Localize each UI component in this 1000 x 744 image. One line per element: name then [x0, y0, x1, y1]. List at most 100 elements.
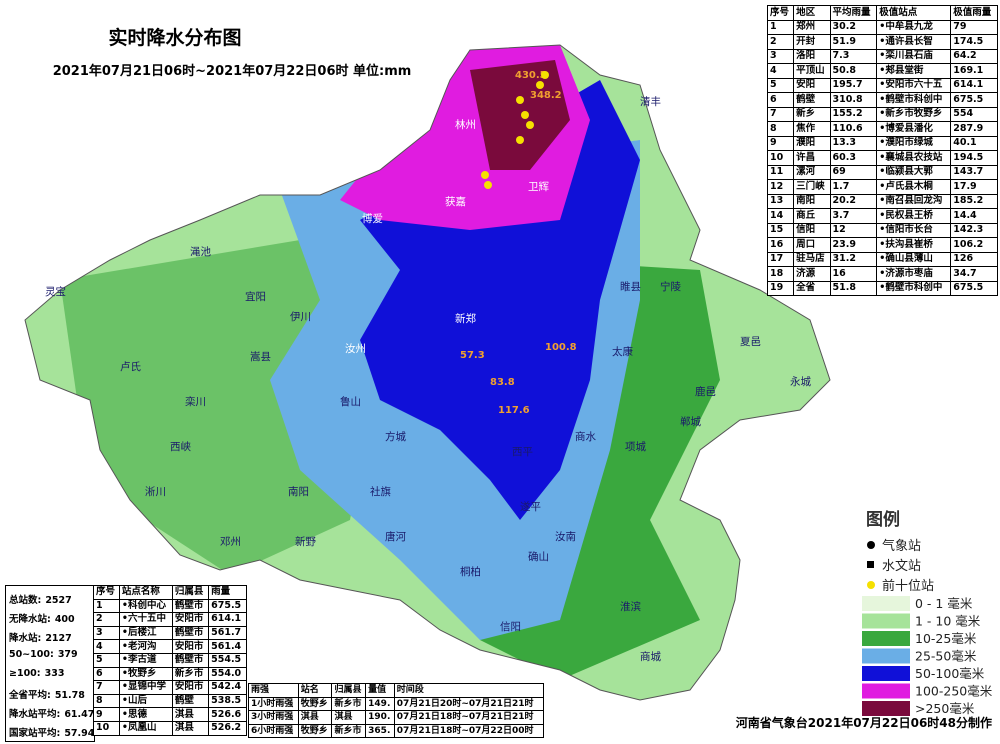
- cell: 190.: [365, 710, 395, 725]
- cell: •博爱县潘化: [876, 121, 952, 137]
- header-row: 雨强 站名 归属县 量值 时间段: [248, 683, 545, 698]
- cell: 07月21日18时~07月22日00时: [393, 723, 545, 739]
- legend-symbol: [867, 561, 874, 568]
- cell: •中牟县九龙: [876, 19, 952, 35]
- legend-label: 气象站: [882, 538, 921, 554]
- stat-label: 总站数:: [9, 595, 42, 606]
- cell: 675.5: [950, 280, 998, 296]
- stat-value: 2527: [45, 595, 72, 606]
- place-name: 社旗: [370, 485, 391, 498]
- cell: 5: [93, 652, 120, 668]
- cell: •鹤壁市科创中: [876, 280, 952, 296]
- stat-row: 无降水站: 400: [9, 611, 75, 625]
- cell: 开封: [793, 34, 831, 50]
- stat-value: 333: [44, 668, 65, 679]
- cell: 6: [93, 666, 120, 682]
- rain-value: 83.8: [490, 377, 515, 388]
- cell: 1小时雨强: [248, 696, 299, 712]
- zone-10-25: [60, 240, 380, 575]
- cell: 4: [93, 639, 120, 654]
- place-name: 渑池: [190, 245, 211, 258]
- zone-over-250: [470, 60, 570, 170]
- cell: 542.4: [208, 680, 247, 695]
- header-cell: 极值雨量: [950, 5, 998, 21]
- cell: •凤凰山: [118, 720, 173, 736]
- cell: 焦作: [793, 121, 831, 137]
- rain-value: 430.5: [515, 70, 547, 81]
- cell: 169.1: [950, 63, 998, 79]
- cell: 10: [93, 720, 120, 736]
- cell: 全省: [793, 280, 831, 296]
- top-station: [516, 136, 524, 144]
- row: 8 •山后 鹤壁 538.5: [93, 693, 247, 709]
- legend-label: 25-50毫米: [915, 649, 977, 664]
- row: 18 济源 16 •济源市枣庙 34.7: [766, 266, 998, 282]
- row: 5 •李古道 鹤壁市 554.5: [93, 652, 247, 668]
- legend-swatch: [862, 596, 910, 611]
- cell: 17: [766, 251, 795, 267]
- top-table: 序号 站点名称 归属县 雨量 1 •科创中心 鹤壁市 675.5 2 •六十五中 安阳市 614.1 3…: [93, 585, 247, 736]
- place-name: 商水: [575, 430, 596, 443]
- cell: 3: [766, 48, 795, 64]
- region-table: 序号 地区 平均雨量 极值站点 极值雨量 1 郑州 30.2 •中牟县九龙 79 2 开封 51.9 •通…: [766, 5, 998, 296]
- legend-label: 1 - 10 毫米: [915, 614, 981, 629]
- top-station: [541, 71, 549, 79]
- rain-value: 348.2: [530, 90, 562, 101]
- cell: •思德: [118, 707, 173, 722]
- place-name: 太康: [612, 345, 633, 358]
- cell: •后楼江: [118, 625, 173, 641]
- cell: 60.3: [829, 150, 878, 166]
- cell: •鹤壁市科创中: [876, 92, 952, 108]
- cell: 561.7: [208, 625, 247, 641]
- cell: 79: [950, 19, 998, 35]
- cell: 3.7: [829, 208, 878, 224]
- cell: •牧野乡: [118, 666, 173, 682]
- legend-swatch: [862, 701, 910, 716]
- cell: 174.5: [950, 34, 998, 50]
- cell: 561.4: [208, 639, 247, 654]
- place-name: 确山: [528, 550, 549, 563]
- cell: 287.9: [950, 121, 998, 137]
- header-row: 序号 站点名称 归属县 雨量: [93, 585, 247, 600]
- top-station: [521, 111, 529, 119]
- cell: •显锦中学: [118, 680, 173, 695]
- cell: 1: [766, 19, 795, 35]
- cell: 51.8: [829, 280, 878, 296]
- place-name: 信阳: [500, 621, 521, 633]
- cell: •老河沟: [118, 639, 173, 654]
- cell: 平顶山: [793, 63, 831, 79]
- place-name: 唐河: [385, 530, 406, 543]
- place-name: 伊川: [290, 311, 311, 323]
- cell: •南召县回龙沟: [876, 193, 952, 209]
- cell: 34.7: [950, 266, 998, 282]
- cell: 3: [93, 625, 120, 641]
- row: 4 •老河沟 安阳市 561.4: [93, 639, 247, 654]
- cell: 鹤壁市: [171, 652, 210, 668]
- place-name: 遂平: [520, 500, 541, 513]
- cell: 526.2: [208, 720, 247, 736]
- cell: 554.0: [208, 666, 247, 682]
- legend-symbol: [867, 581, 875, 589]
- row: 1 郑州 30.2 •中牟县九龙 79: [766, 19, 998, 35]
- row: 15 信阳 12 •信阳市长台 142.3: [766, 222, 998, 238]
- cell: 新乡: [793, 106, 831, 122]
- cell: 50.8: [829, 63, 878, 79]
- cell: 110.6: [829, 121, 878, 137]
- row: 3 洛阳 7.3 •栾川县石庙 64.2: [766, 48, 998, 64]
- cell: 1: [93, 598, 120, 614]
- cell: 三门峡: [793, 179, 831, 195]
- cell: 614.1: [208, 612, 247, 627]
- cell: 鹤壁市: [171, 598, 210, 614]
- place-name: 博爱: [362, 212, 383, 225]
- cell: 6: [766, 92, 795, 108]
- cell: 6小时雨强: [248, 723, 299, 739]
- cell: 365.: [365, 723, 395, 739]
- top-stations: [481, 71, 549, 189]
- cell: 14.4: [950, 208, 998, 224]
- place-name: 嵩县: [250, 351, 271, 363]
- cell: 15: [766, 222, 795, 238]
- cell: •襄城县农技站: [876, 150, 952, 166]
